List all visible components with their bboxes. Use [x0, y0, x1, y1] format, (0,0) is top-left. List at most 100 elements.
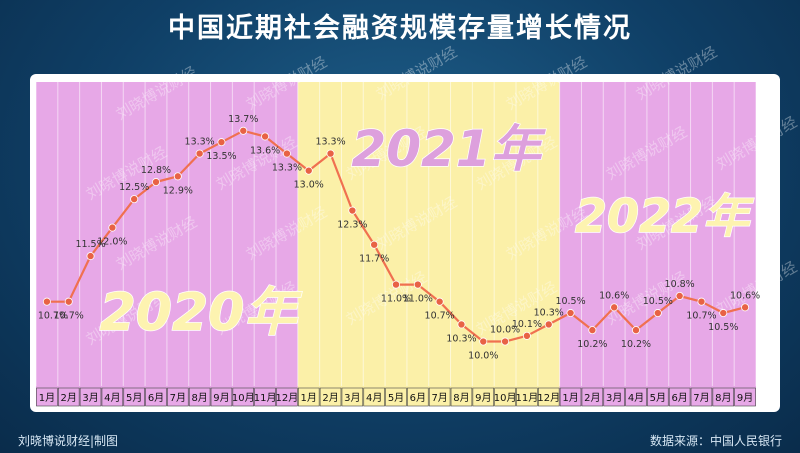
x-tick-cell	[123, 387, 145, 407]
x-tick-cell	[450, 387, 473, 407]
data-label: 13.3%	[315, 137, 345, 148]
x-tick-cell	[625, 387, 647, 407]
x-tick-cell	[734, 387, 756, 407]
x-tick-label: 3月	[606, 392, 622, 404]
year-band-3	[559, 82, 756, 406]
data-point	[544, 320, 553, 329]
data-point	[326, 149, 335, 158]
data-label: 10.3%	[446, 333, 476, 344]
data-label: 10.1%	[512, 319, 542, 330]
data-point	[261, 132, 270, 141]
data-label: 11.0%	[381, 294, 411, 305]
x-tick-label: 9月	[737, 392, 753, 404]
data-label: 10.2%	[577, 339, 607, 350]
data-point	[697, 297, 706, 306]
data-point	[457, 320, 466, 329]
data-label: 13.5%	[206, 151, 236, 162]
data-label: 13.0%	[294, 180, 324, 191]
x-tick-cell	[210, 387, 233, 407]
x-tick-label: 1月	[39, 392, 55, 404]
x-tick-label: 2月	[61, 392, 77, 404]
data-point	[632, 326, 641, 335]
data-point	[304, 166, 313, 175]
x-tick-cell	[647, 387, 669, 407]
data-point	[173, 172, 182, 181]
data-point	[130, 195, 139, 204]
data-label: 13.7%	[228, 114, 258, 125]
x-tick-cell	[254, 387, 276, 407]
x-tick-cell	[668, 387, 691, 407]
x-tick-label: 8月	[453, 392, 469, 404]
data-point	[239, 126, 248, 135]
data-label: 12.9%	[163, 185, 193, 196]
x-tick-label: 6月	[410, 392, 426, 404]
x-tick-cell	[712, 387, 734, 407]
x-tick-label: 2月	[322, 392, 338, 404]
x-tick-label: 10月	[232, 392, 255, 404]
data-point	[391, 280, 400, 289]
data-point	[370, 240, 379, 249]
x-tick-cell	[298, 387, 320, 407]
data-label: 11.7%	[359, 254, 389, 265]
data-label: 13.3%	[185, 137, 215, 148]
data-label: 11.0%	[403, 294, 433, 305]
data-label: 13.3%	[272, 163, 302, 174]
x-tick-label: 7月	[693, 392, 709, 404]
x-tick-cell	[276, 387, 298, 407]
x-tick-label: 11月	[516, 392, 539, 404]
data-label: 10.7%	[425, 311, 455, 322]
data-label: 10.7%	[54, 311, 84, 322]
data-point	[195, 149, 204, 158]
data-label: 12.8%	[141, 165, 171, 176]
x-tick-cell	[603, 387, 625, 407]
data-label: 10.6%	[730, 290, 760, 301]
data-point	[501, 337, 510, 346]
data-label: 10.3%	[534, 307, 564, 318]
year-label-2022: 2022年	[575, 189, 754, 243]
data-label: 10.5%	[643, 296, 673, 307]
data-point	[675, 291, 684, 300]
x-tick-cell	[385, 387, 407, 407]
x-tick-cell	[101, 387, 124, 407]
data-point	[42, 297, 51, 306]
data-label: 10.6%	[599, 290, 629, 301]
x-tick-cell	[145, 387, 167, 407]
data-point	[86, 252, 95, 261]
x-tick-label: 5月	[650, 392, 666, 404]
x-tick-label: 2月	[584, 392, 600, 404]
data-label: 10.5%	[708, 322, 738, 333]
x-tick-label: 6月	[148, 392, 164, 404]
x-tick-label: 4月	[104, 392, 120, 404]
x-tick-cell	[690, 387, 713, 407]
data-label: 10.8%	[665, 279, 695, 290]
data-label: 13.6%	[250, 145, 280, 156]
data-label: 12.3%	[337, 220, 367, 231]
year-label-2021: 2021年	[351, 120, 546, 178]
data-point	[413, 280, 422, 289]
x-tick-label: 5月	[388, 392, 404, 404]
x-tick-label: 1月	[301, 392, 317, 404]
x-tick-label: 3月	[344, 392, 360, 404]
year-label-2020: 2020年	[100, 283, 303, 343]
data-point	[566, 309, 575, 318]
x-tick-label: 9月	[475, 392, 491, 404]
data-point	[522, 331, 531, 340]
data-label: 10.0%	[490, 325, 520, 336]
data-point	[151, 178, 160, 187]
data-point	[282, 149, 291, 158]
x-tick-label: 5月	[126, 392, 142, 404]
x-tick-cell	[538, 387, 560, 407]
x-tick-cell	[428, 387, 451, 407]
x-tick-cell	[36, 387, 58, 407]
x-tick-cell	[516, 387, 538, 407]
data-point	[64, 297, 73, 306]
x-tick-cell	[58, 387, 80, 407]
x-tick-cell	[407, 387, 429, 407]
data-point	[741, 303, 750, 312]
data-label: 10.7%	[686, 311, 716, 322]
footer-source: 数据来源：中国人民银行	[649, 434, 782, 448]
x-tick-label: 8月	[191, 392, 207, 404]
x-tick-cell	[319, 387, 342, 407]
data-label: 10.0%	[468, 351, 498, 362]
